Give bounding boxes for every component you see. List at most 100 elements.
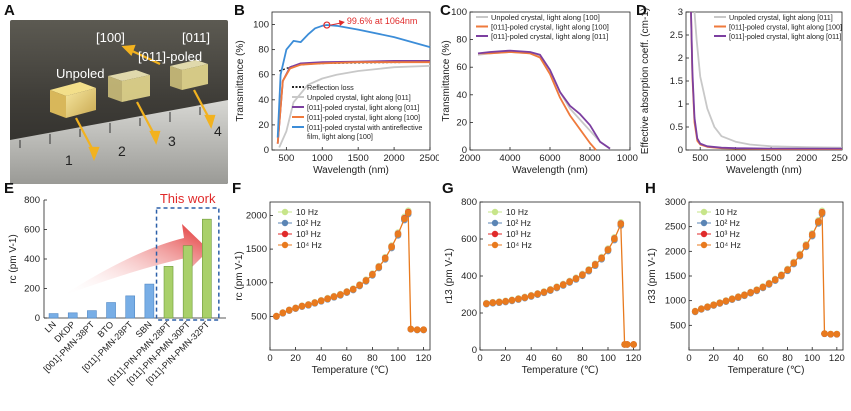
x-tick-label: 80 <box>577 353 588 364</box>
poled-crystal-2 <box>170 60 208 90</box>
x-tick-label: 1000 <box>312 153 333 164</box>
bar-8 <box>202 218 212 319</box>
bar-3 <box>106 302 116 319</box>
y-tick-label: 100 <box>451 7 467 18</box>
data-point <box>796 251 804 259</box>
y-tick-label: 0 <box>678 145 683 156</box>
ruler-number-2: 2 <box>118 143 126 159</box>
data-point <box>401 215 408 223</box>
y-tick-label: 500 <box>670 320 686 331</box>
y-tick-label: 60 <box>258 70 269 81</box>
x-tick-label: 1500 <box>348 153 369 164</box>
y-tick-label: 40 <box>456 90 467 101</box>
annotation-arrowhead <box>338 20 345 27</box>
data-point <box>547 286 554 294</box>
category-label: LN <box>43 319 58 334</box>
x-tick-label: 0 <box>477 353 482 364</box>
data-point <box>617 220 625 228</box>
data-point <box>579 271 586 279</box>
y-tick-label: 200 <box>461 308 477 319</box>
series-line-1 <box>478 51 597 151</box>
chart-b: 500 1000 1500 2000 2500 0 20 40 60 80 100 Wavelengt… <box>235 11 439 176</box>
x-tick-label: 8000 <box>579 153 600 164</box>
data-point <box>553 284 561 291</box>
data-point <box>349 286 357 293</box>
data-point <box>381 255 389 262</box>
x-tick-label: 500 <box>692 153 708 164</box>
y-tick-label: 1500 <box>246 244 267 255</box>
y-tick-label: 0 <box>264 145 269 156</box>
data-point <box>527 292 535 300</box>
panel-label-g: G <box>442 180 454 197</box>
legend-label: 10 Hz <box>715 207 737 217</box>
panel-label-f: F <box>232 180 242 197</box>
data-point <box>778 272 785 279</box>
data-point <box>833 330 841 338</box>
series-line-0 <box>477 51 611 150</box>
data-point <box>698 305 705 313</box>
data-point <box>337 291 344 299</box>
y-tick-label: 0.5 <box>670 122 683 133</box>
data-point <box>591 261 599 269</box>
data-point <box>753 287 761 294</box>
data-point <box>704 303 711 311</box>
data-point <box>604 246 612 254</box>
legend-marker <box>491 241 499 249</box>
series-line-4 <box>276 24 431 138</box>
panel-label-d: D <box>636 2 647 19</box>
data-point <box>790 259 798 267</box>
data-point <box>741 291 748 299</box>
y-tick-label: 500 <box>251 311 267 322</box>
data-point <box>540 288 548 296</box>
y-tick-label: 800 <box>461 197 477 208</box>
data-point <box>771 276 779 284</box>
x-tick-label: 40 <box>316 353 327 364</box>
data-point <box>324 295 331 303</box>
panel-label-b: B <box>234 2 245 19</box>
y-axis-label: rc (pm V-1) <box>8 234 19 283</box>
chart-d: 500 1000 1500 2000 2500 0 0.5 1 1.5 2 2.5 3 Waveleng… <box>640 7 848 176</box>
y-tick-label: 200 <box>24 284 40 295</box>
data-point <box>559 281 567 289</box>
y-tick-label: 1500 <box>665 271 686 282</box>
x-axis-label: Temperature (℃) <box>728 365 805 376</box>
x-tick-label: 4000 <box>499 153 520 164</box>
data-point <box>420 326 427 334</box>
legend-marker <box>281 230 289 238</box>
legend-marker <box>700 241 708 249</box>
y-axis-label: Transmittance (%) <box>441 40 452 121</box>
x-tick-label: 20 <box>500 353 511 364</box>
y-axis-label: Effective absorption coeff. (cm-1) <box>640 8 651 154</box>
poled-crystal-1 <box>108 70 150 102</box>
data-point <box>728 295 736 303</box>
x-tick-label: 2500 <box>419 153 439 164</box>
legend-marker <box>491 219 499 227</box>
legend-label: Unpoled crystal, light along [100] <box>491 13 600 22</box>
data-point <box>388 243 395 251</box>
data-point <box>407 325 415 333</box>
peak-marker <box>323 21 331 29</box>
y-tick-label: 800 <box>24 195 40 206</box>
data-point <box>413 326 421 334</box>
trend-arrow <box>62 224 209 296</box>
x-tick-label: 40 <box>733 353 744 364</box>
data-point <box>502 298 509 305</box>
data-point <box>598 255 605 262</box>
legend-label: [011]-poled crystal, light along [011] <box>729 32 841 41</box>
data-point <box>808 231 816 239</box>
x-axis-label: Wavelength (nm) <box>512 165 588 176</box>
data-point <box>534 290 541 298</box>
legend-marker <box>700 219 708 227</box>
label-unpoled: Unpoled <box>56 66 104 81</box>
y-tick-label: 0 <box>462 145 467 156</box>
plot-frame <box>479 201 641 351</box>
data-point <box>784 266 791 274</box>
data-point <box>362 277 370 285</box>
legend-label: 10³ Hz <box>296 229 321 239</box>
data-point <box>747 289 754 297</box>
legend-label: 10 Hz <box>506 207 528 217</box>
legend-label: Unpoled crystal, light along [011] <box>307 93 411 102</box>
legend-marker <box>281 241 289 249</box>
